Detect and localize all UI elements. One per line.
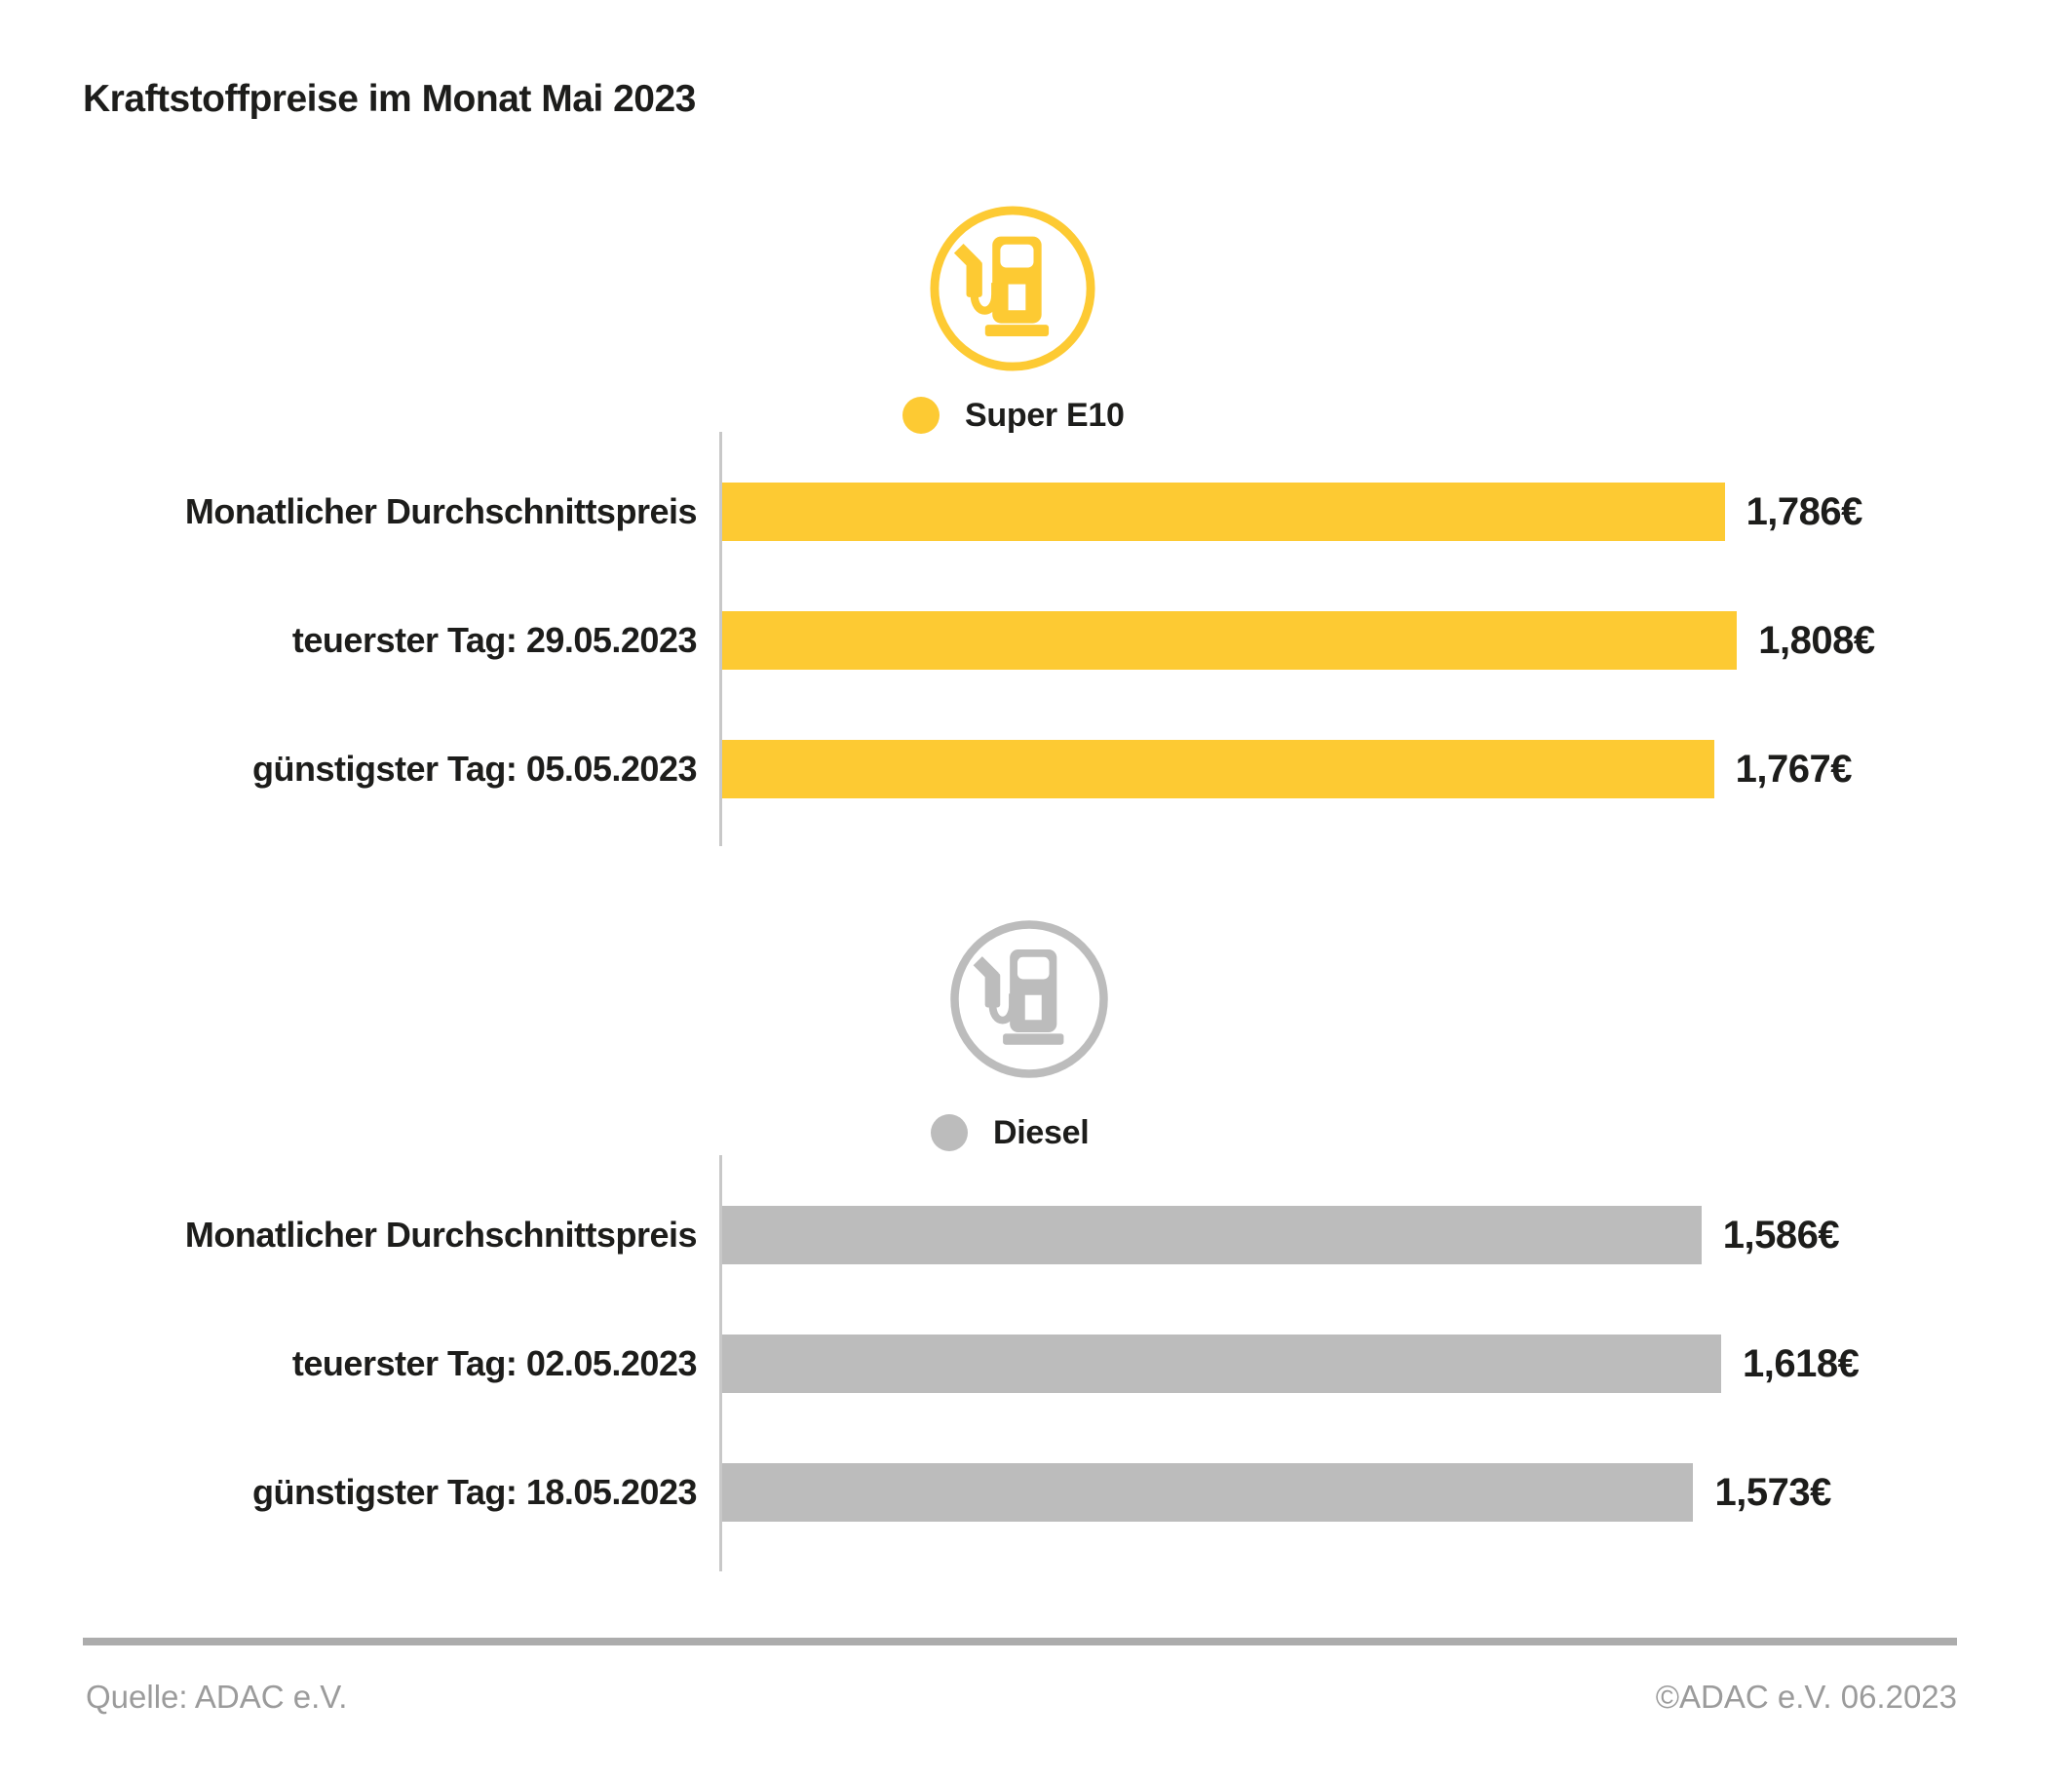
y-axis-line <box>719 432 722 846</box>
bar-row: günstigster Tag: 18.05.2023 1,573€ <box>83 1463 1957 1522</box>
bar-super-min-day <box>722 740 1714 798</box>
bar-value-label: 1,786€ <box>1746 489 1863 533</box>
category-label: teuerster Tag: 02.05.2023 <box>291 1343 698 1383</box>
bar-row: Monatlicher Durchschnittspreis 1,586€ <box>83 1206 1957 1264</box>
copyright-notice: ©ADAC e.V. 06.2023 <box>1655 1679 1957 1715</box>
y-axis-line <box>719 1155 722 1571</box>
bar-value-label: 1,618€ <box>1743 1341 1860 1385</box>
bar-value-label: 1,808€ <box>1758 618 1875 662</box>
fuel-pump-icon <box>946 916 1112 1082</box>
bar-row: Monatlicher Durchschnittspreis 1,786€ <box>83 483 1957 541</box>
category-label: Monatlicher Durchschnittspreis <box>184 1215 698 1255</box>
fuel-pump-icon <box>926 202 1099 375</box>
bar-super-avg <box>722 483 1725 541</box>
legend-dot-icon <box>931 1114 968 1151</box>
bar-row: teuerster Tag: 02.05.2023 1,618€ <box>83 1335 1957 1393</box>
bar-value-label: 1,767€ <box>1735 747 1853 791</box>
legend-super-e10: Super E10 <box>902 394 1125 437</box>
category-label: teuerster Tag: 29.05.2023 <box>291 620 698 660</box>
bar-track: 1,573€ <box>722 1463 1957 1522</box>
bar-value-label: 1,573€ <box>1714 1470 1831 1514</box>
bar-value-label: 1,586€ <box>1722 1213 1840 1257</box>
category-label: Monatlicher Durchschnittspreis <box>184 491 698 531</box>
bar-track: 1,618€ <box>722 1335 1957 1393</box>
bar-track: 1,786€ <box>722 483 1957 541</box>
legend-label: Diesel <box>993 1113 1090 1151</box>
bar-track: 1,808€ <box>722 611 1957 670</box>
category-label: günstigster Tag: 05.05.2023 <box>251 749 698 789</box>
footer-divider <box>83 1638 1957 1645</box>
legend-label: Super E10 <box>965 396 1125 434</box>
page-title: Kraftstoffpreise im Monat Mai 2023 <box>83 78 696 120</box>
bar-track: 1,586€ <box>722 1206 1957 1264</box>
legend-diesel: Diesel <box>931 1111 1090 1154</box>
chart-diesel: Monatlicher Durchschnittspreis 1,586€ te… <box>83 1155 1957 1571</box>
bar-diesel-max-day <box>722 1335 1721 1393</box>
bar-super-max-day <box>722 611 1738 670</box>
category-label: günstigster Tag: 18.05.2023 <box>251 1472 698 1512</box>
bar-row: teuerster Tag: 29.05.2023 1,808€ <box>83 611 1957 670</box>
source-credit: Quelle: ADAC e.V. <box>86 1679 348 1715</box>
bar-diesel-min-day <box>722 1463 1694 1522</box>
bar-diesel-avg <box>722 1206 1702 1264</box>
chart-super-e10: Monatlicher Durchschnittspreis 1,786€ te… <box>83 432 1957 846</box>
bar-track: 1,767€ <box>722 740 1957 798</box>
legend-dot-icon <box>902 397 940 434</box>
bar-row: günstigster Tag: 05.05.2023 1,767€ <box>83 740 1957 798</box>
